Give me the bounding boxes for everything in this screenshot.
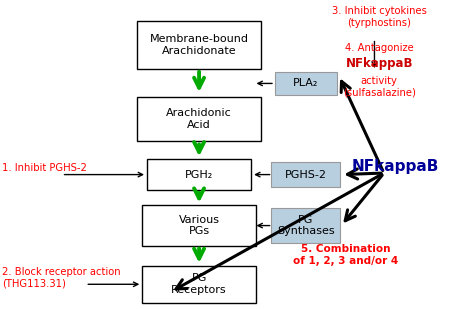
FancyBboxPatch shape <box>147 159 251 190</box>
Text: PGHS-2: PGHS-2 <box>285 170 327 180</box>
FancyBboxPatch shape <box>271 162 340 187</box>
Text: NFkappaB: NFkappaB <box>352 159 439 174</box>
Text: 1. Inhibit PGHS-2: 1. Inhibit PGHS-2 <box>2 163 87 173</box>
Text: Arachidonic
Acid: Arachidonic Acid <box>166 108 232 130</box>
FancyBboxPatch shape <box>142 205 256 246</box>
Text: PG
Synthases: PG Synthases <box>277 215 335 236</box>
Text: NFkappaB: NFkappaB <box>346 57 413 70</box>
FancyBboxPatch shape <box>142 266 256 303</box>
Text: activity
(sulfasalazine): activity (sulfasalazine) <box>343 76 416 97</box>
FancyBboxPatch shape <box>271 208 340 243</box>
Text: PGH₂: PGH₂ <box>185 170 213 180</box>
Text: PLA₂: PLA₂ <box>293 78 319 88</box>
Text: Membrane-bound
Arachidonate: Membrane-bound Arachidonate <box>150 34 248 56</box>
Text: PG
Receptors: PG Receptors <box>171 273 227 295</box>
Text: 4. Antagonize: 4. Antagonize <box>345 43 414 53</box>
FancyBboxPatch shape <box>137 21 261 69</box>
FancyBboxPatch shape <box>137 96 261 142</box>
Text: 5. Combination
of 1, 2, 3 and/or 4: 5. Combination of 1, 2, 3 and/or 4 <box>293 244 399 266</box>
FancyBboxPatch shape <box>275 72 337 95</box>
Text: 3. Inhibit cytokines
(tyrphostins): 3. Inhibit cytokines (tyrphostins) <box>332 6 427 28</box>
Text: 2. Block receptor action
(THG113.31): 2. Block receptor action (THG113.31) <box>2 267 121 289</box>
Text: Various
PGs: Various PGs <box>179 215 219 236</box>
